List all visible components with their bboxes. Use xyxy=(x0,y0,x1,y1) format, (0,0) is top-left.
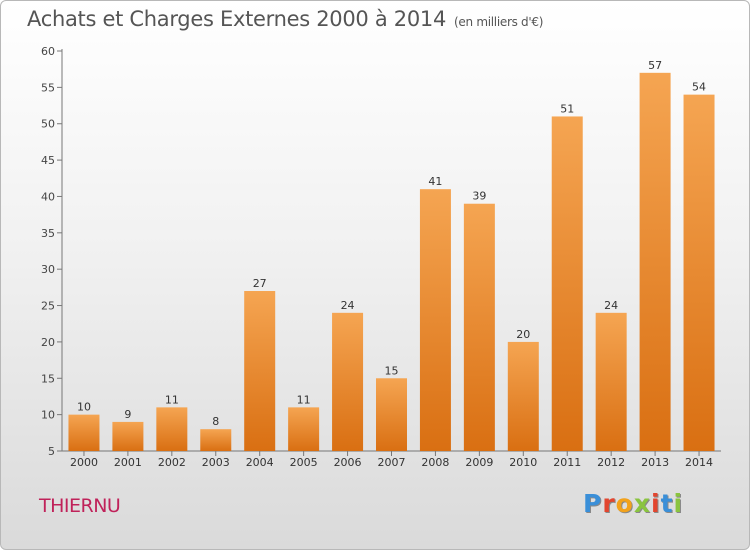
data-label: 41 xyxy=(428,175,442,188)
data-label: 11 xyxy=(297,393,311,406)
x-tick-label: 2000 xyxy=(70,456,98,469)
y-tick-label: 15 xyxy=(41,372,55,385)
x-tick-label: 2006 xyxy=(334,456,362,469)
data-label: 8 xyxy=(212,415,219,428)
x-tick-label: 2005 xyxy=(290,456,318,469)
y-tick-label: 20 xyxy=(41,336,55,349)
chart-title-text: Achats et Charges Externes 2000 à 2014 xyxy=(27,7,447,31)
data-label: 9 xyxy=(124,408,131,421)
y-tick-label: 10 xyxy=(41,409,55,422)
x-tick-label: 2007 xyxy=(378,456,406,469)
y-tick-label: 60 xyxy=(41,45,55,58)
proxiti-logo: Proxiti xyxy=(583,489,683,518)
x-tick-label: 2010 xyxy=(509,456,537,469)
data-label: 27 xyxy=(253,277,267,290)
bar xyxy=(551,116,583,452)
data-label: 24 xyxy=(341,299,355,312)
x-tick-label: 2009 xyxy=(465,456,493,469)
bars xyxy=(68,72,715,452)
bar xyxy=(419,189,451,451)
data-label: 20 xyxy=(516,328,530,341)
x-tick-label: 2012 xyxy=(597,456,625,469)
x-tick-label: 2002 xyxy=(158,456,186,469)
data-label: 10 xyxy=(77,401,91,414)
y-tick-label: 25 xyxy=(41,300,55,313)
logo-letter: x xyxy=(633,489,651,518)
y-tick-label: 5 xyxy=(48,445,55,458)
bar xyxy=(156,407,188,451)
data-label: 24 xyxy=(604,299,618,312)
chart-subtitle: (en milliers d'€) xyxy=(454,15,544,29)
data-label: 39 xyxy=(472,190,486,203)
logo-letter: i xyxy=(673,489,684,518)
bar xyxy=(244,291,276,451)
bar xyxy=(595,312,627,451)
bar xyxy=(332,312,364,451)
x-tick-label: 2013 xyxy=(641,456,669,469)
data-label: 11 xyxy=(165,393,179,406)
bar xyxy=(288,407,320,451)
bar xyxy=(639,72,671,452)
x-tick-label: 2014 xyxy=(685,456,713,469)
labels: 10 2000 9 2001 11 2002 8 2003 27 2004 11 2005 24 2006… xyxy=(70,59,713,469)
logo-letter: P xyxy=(583,489,603,518)
y-tick-label: 50 xyxy=(41,118,55,131)
data-label: 57 xyxy=(648,59,662,72)
bar xyxy=(463,203,495,451)
bar xyxy=(507,341,539,451)
y-tick-label: 55 xyxy=(41,81,55,94)
data-label: 15 xyxy=(385,364,399,377)
bar xyxy=(376,378,407,451)
y-tick-label: 45 xyxy=(41,154,55,167)
data-label: 51 xyxy=(560,102,574,115)
chart-title: Achats et Charges Externes 2000 à 2014 (e… xyxy=(27,7,543,31)
bar xyxy=(683,94,715,452)
x-tick-label: 2001 xyxy=(114,456,142,469)
x-tick-label: 2011 xyxy=(553,456,581,469)
bar xyxy=(68,414,100,451)
y-tick-label: 40 xyxy=(41,190,55,203)
x-tick-label: 2008 xyxy=(421,456,449,469)
data-label: 54 xyxy=(692,81,706,94)
y-tick-label: 30 xyxy=(41,263,55,276)
x-tick-label: 2004 xyxy=(246,456,274,469)
x-tick-label: 2003 xyxy=(202,456,230,469)
logo-letter: t xyxy=(660,489,674,518)
commune-name: THIERNU xyxy=(39,495,121,517)
logo-letter: o xyxy=(615,489,634,518)
logo-letter: i xyxy=(651,489,661,518)
y-tick-label: 35 xyxy=(41,227,55,240)
bar xyxy=(200,429,232,451)
bar xyxy=(112,421,144,451)
logo-letter: r xyxy=(602,489,616,518)
